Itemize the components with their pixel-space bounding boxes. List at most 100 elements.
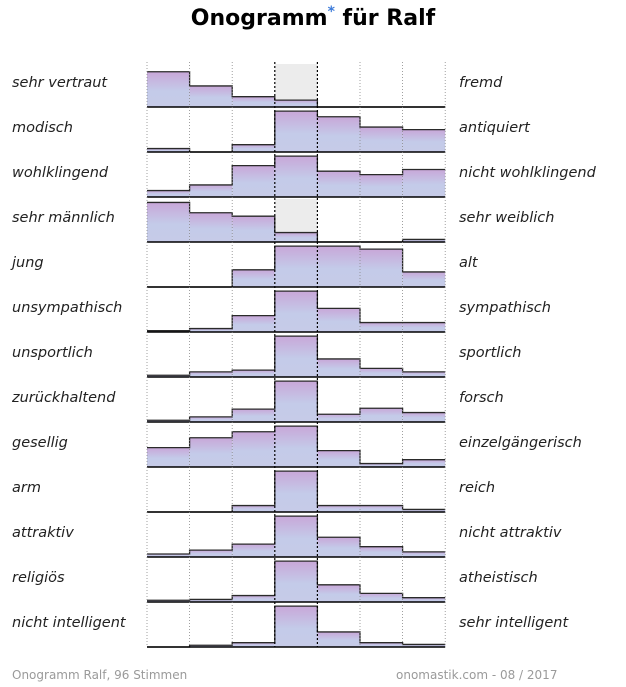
bar: [317, 308, 360, 332]
left-label: attraktiv: [12, 524, 74, 541]
chart-title-star: *: [327, 4, 335, 20]
right-label: antiquiert: [459, 119, 530, 136]
bar: [402, 271, 446, 287]
bar: [360, 368, 403, 377]
bar: [274, 100, 318, 107]
bar: [232, 269, 275, 287]
chart-row: [147, 470, 446, 513]
chart-row: [147, 110, 446, 153]
right-label: einzelgängerisch: [459, 434, 582, 451]
bar: [274, 471, 318, 512]
bar: [189, 437, 233, 467]
bar: [147, 71, 190, 107]
right-label: atheistisch: [459, 569, 538, 586]
bar: [360, 127, 403, 152]
step-line: [147, 335, 446, 376]
bar: [274, 426, 318, 467]
chart-title: Onogramm* für Ralf: [0, 4, 626, 31]
bar: [189, 645, 233, 647]
bar: [147, 447, 190, 467]
bar: [402, 551, 446, 557]
bar: [147, 600, 190, 602]
bar: [274, 291, 318, 332]
left-label: religiös: [12, 569, 65, 586]
bar: [189, 416, 233, 422]
bar: [274, 606, 318, 647]
right-label: sehr weiblich: [459, 209, 555, 226]
left-label: arm: [12, 479, 41, 496]
bar: [402, 322, 446, 332]
left-label: sehr männlich: [12, 209, 115, 226]
bar: [317, 584, 360, 602]
bar: [360, 463, 403, 467]
bar: [147, 190, 190, 197]
bar: [317, 358, 360, 377]
bar: [189, 599, 233, 602]
bar: [402, 239, 446, 242]
bar: [317, 450, 360, 467]
bar: [147, 420, 190, 422]
bar: [189, 550, 233, 557]
bar: [274, 381, 318, 422]
right-label: forsch: [459, 389, 504, 406]
bar: [274, 516, 318, 557]
step-line: [147, 515, 446, 555]
bar: [232, 315, 275, 332]
bar: [274, 111, 318, 152]
bar: [232, 165, 275, 197]
bar: [274, 232, 318, 242]
bar: [274, 156, 318, 197]
bar: [360, 174, 403, 197]
bar: [232, 505, 275, 512]
chart-row: [147, 605, 446, 648]
bar: [232, 642, 275, 647]
step-line: [147, 425, 446, 465]
bar: [360, 322, 403, 332]
chart-row: [147, 199, 446, 243]
right-label: fremd: [459, 74, 503, 91]
chart-row: [147, 425, 446, 468]
bar: [402, 169, 446, 197]
bar: [232, 431, 275, 467]
bar: [317, 171, 360, 197]
right-label: nicht wohlklingend: [459, 164, 596, 181]
bar: [189, 328, 233, 332]
bar: [402, 644, 446, 647]
chart-row: [147, 64, 446, 108]
left-label: unsportlich: [12, 344, 93, 361]
chart-row: [147, 380, 446, 423]
footer-source: onomastik.com - 08 / 2017: [396, 668, 558, 682]
bar: [147, 375, 190, 377]
right-label: sehr intelligent: [459, 614, 569, 631]
right-label: sportlich: [459, 344, 522, 361]
bar: [147, 553, 190, 557]
chart-row: [147, 290, 446, 333]
left-label: sehr vertraut: [12, 74, 108, 91]
bar: [274, 336, 318, 377]
bar: [360, 249, 403, 287]
chart-title-text: Onogramm: [190, 6, 328, 31]
bar: [232, 96, 275, 107]
bar: [232, 595, 275, 602]
bar: [317, 505, 360, 512]
bar: [189, 184, 233, 197]
bar: [317, 631, 360, 647]
bar: [189, 85, 233, 107]
step-line: [147, 560, 446, 601]
bar: [402, 412, 446, 422]
left-label: nicht intelligent: [12, 614, 126, 631]
right-label: nicht attraktiv: [459, 524, 562, 541]
bar: [232, 216, 275, 242]
bar: [189, 212, 233, 242]
left-label: modisch: [12, 119, 73, 136]
bar: [147, 148, 190, 152]
right-label: sympathisch: [459, 299, 551, 316]
bar: [360, 408, 403, 422]
bar: [360, 546, 403, 557]
chart-row: [147, 245, 446, 288]
bar: [232, 370, 275, 377]
bar: [360, 505, 403, 512]
step-line: [147, 380, 446, 421]
left-label: gesellig: [12, 434, 68, 451]
